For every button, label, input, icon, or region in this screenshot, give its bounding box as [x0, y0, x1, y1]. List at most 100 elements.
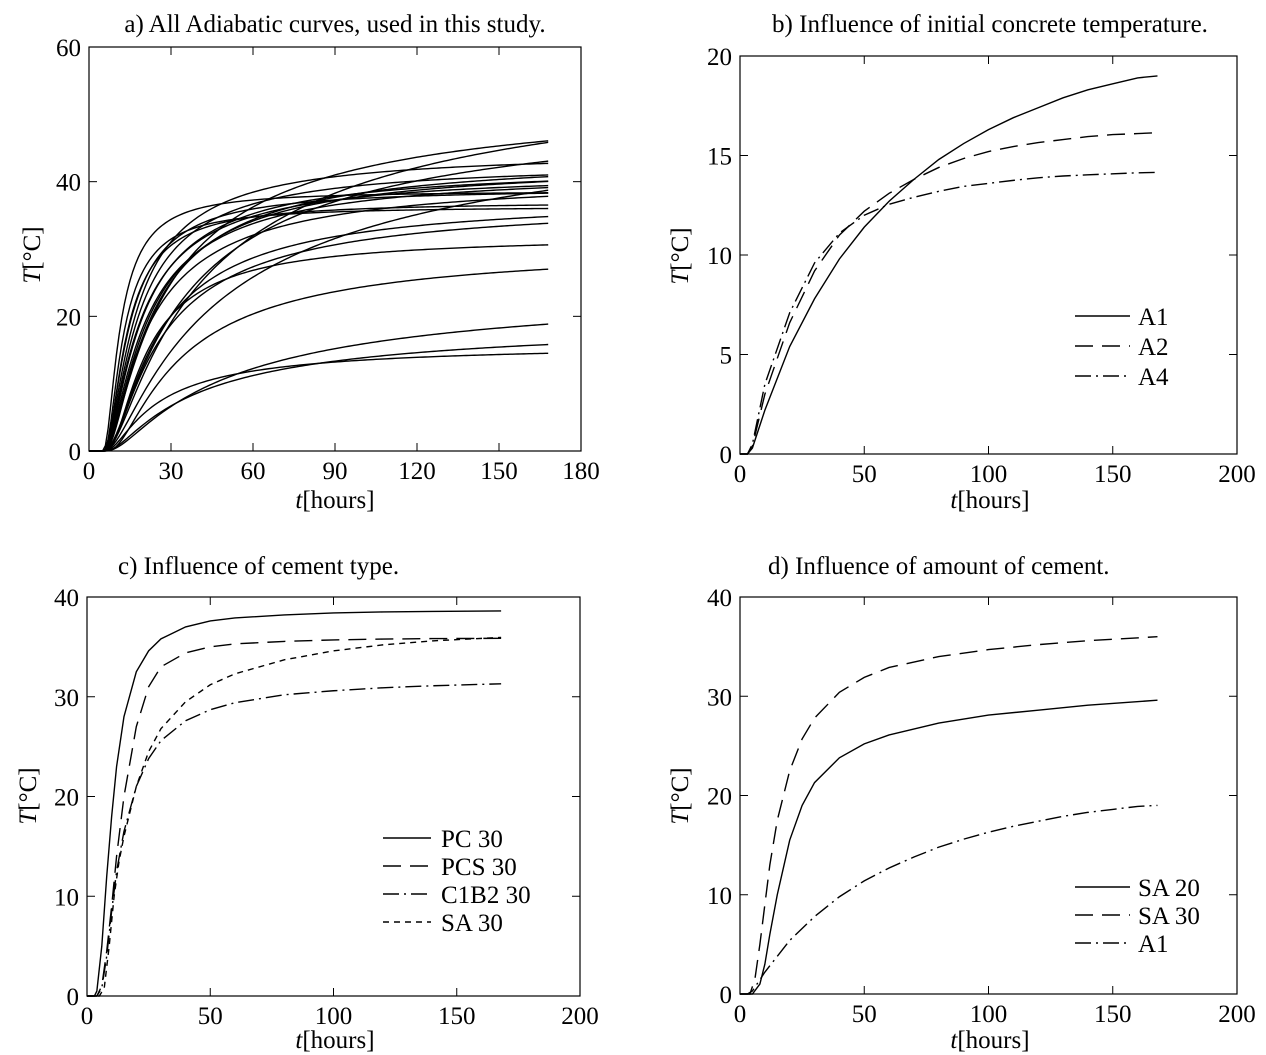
y-tick-label: 10	[54, 884, 79, 911]
panel-d-xlabel: t[hours]	[950, 1027, 1029, 1054]
x-tick-label: 180	[562, 458, 600, 485]
series-line-a2	[740, 131, 1158, 455]
y-tick-label: 20	[707, 44, 732, 71]
x-tick-label: 150	[480, 458, 518, 485]
series-line-sa-20	[740, 699, 1158, 995]
x-tick-label: 150	[1094, 461, 1132, 488]
panel-d: d) Influence of amount of cement. t[hour…	[667, 553, 1256, 1054]
x-tick-label: 30	[159, 458, 184, 485]
legend-label: A1	[1138, 931, 1169, 958]
y-tick-label: 0	[69, 439, 82, 466]
panel-c-ylabel: T[°C]	[15, 767, 42, 824]
adiabatic-curve-16	[89, 207, 549, 452]
y-tick-label: 20	[54, 785, 79, 812]
y-tick-label: 15	[707, 144, 732, 171]
x-tick-label: 0	[83, 458, 96, 485]
x-tick-label: 100	[970, 1001, 1008, 1028]
legend-label: A1	[1138, 304, 1169, 331]
series-line-sa-30	[740, 636, 1158, 995]
legend-label: PCS 30	[441, 854, 517, 881]
y-tick-label: 30	[707, 684, 732, 711]
y-tick-label: 40	[707, 585, 732, 612]
x-tick-label: 0	[734, 461, 747, 488]
panel-b: b) Influence of initial concrete tempera…	[667, 11, 1256, 514]
panel-c: c) Influence of cement type. t[hours] T[…	[15, 553, 599, 1054]
panel-a-xlabel: t[hours]	[295, 487, 374, 514]
legend-label: A4	[1138, 364, 1169, 391]
plot-frame	[88, 46, 582, 452]
adiabatic-curve-14	[89, 192, 549, 452]
panel-c-title: c) Influence of cement type.	[118, 553, 399, 580]
x-tick-label: 0	[81, 1003, 94, 1030]
x-tick-label: 200	[1218, 1001, 1256, 1028]
x-tick-label: 150	[438, 1003, 476, 1030]
panel-a: a) All Adiabatic curves, used in this st…	[19, 11, 600, 514]
x-tick-label: 200	[1218, 461, 1256, 488]
adiabatic-curve-4	[89, 189, 549, 452]
adiabatic-curve-10	[89, 186, 549, 452]
panel-d-title: d) Influence of amount of cement.	[768, 553, 1110, 580]
adiabatic-curve-21	[89, 323, 549, 452]
x-tick-label: 90	[323, 458, 348, 485]
adiabatic-curve-11	[89, 184, 549, 452]
panel-d-ylabel: T[°C]	[667, 767, 694, 824]
x-tick-label: 50	[852, 461, 877, 488]
series-line-a1	[740, 804, 1158, 995]
x-tick-label: 50	[198, 1003, 223, 1030]
plot-frame	[86, 596, 581, 997]
adiabatic-curve-13	[89, 192, 549, 452]
y-tick-label: 5	[720, 343, 733, 370]
panel-b-xlabel: t[hours]	[950, 487, 1029, 514]
adiabatic-curve-9	[89, 180, 549, 452]
legend-label: SA 20	[1138, 875, 1200, 902]
legend-label: C1B2 30	[441, 882, 531, 909]
y-tick-label: 30	[54, 685, 79, 712]
panel-a-ylabel: T[°C]	[19, 226, 46, 283]
y-tick-label: 0	[67, 984, 80, 1011]
x-tick-label: 200	[561, 1003, 599, 1030]
plot-frame	[739, 55, 1238, 455]
legend-label: A2	[1138, 334, 1169, 361]
panel-c-xlabel: t[hours]	[295, 1027, 374, 1054]
panel-b-title: b) Influence of initial concrete tempera…	[772, 11, 1208, 38]
x-tick-label: 0	[734, 1001, 747, 1028]
adiabatic-curve-15	[89, 204, 549, 452]
y-tick-label: 20	[707, 784, 732, 811]
series-line-pc-30	[87, 610, 502, 997]
adiabatic-curve-8	[89, 180, 549, 452]
panel-b-ylabel: T[°C]	[667, 227, 694, 284]
y-tick-label: 60	[56, 35, 81, 62]
legend-label: SA 30	[1138, 903, 1200, 930]
series-line-a1	[740, 75, 1158, 455]
y-tick-label: 10	[707, 883, 732, 910]
adiabatic-curve-22	[89, 343, 549, 452]
x-tick-label: 120	[398, 458, 436, 485]
y-tick-label: 10	[707, 243, 732, 270]
adiabatic-curve-18	[89, 222, 549, 452]
x-tick-label: 60	[241, 458, 266, 485]
adiabatic-curve-19	[89, 244, 549, 452]
adiabatic-curve-2	[89, 140, 549, 452]
adiabatic-curve-12	[89, 195, 549, 452]
legend-label: PC 30	[441, 826, 503, 853]
series-line-pcs-30	[87, 637, 502, 997]
x-tick-label: 100	[315, 1003, 353, 1030]
x-tick-label: 100	[970, 461, 1008, 488]
adiabatic-curve-23	[89, 352, 549, 452]
adiabatic-curve-17	[89, 215, 549, 452]
series-line-a4	[740, 171, 1158, 455]
x-tick-label: 50	[852, 1001, 877, 1028]
legend: A1 A2 A4	[1075, 304, 1169, 391]
y-tick-label: 0	[720, 442, 733, 469]
adiabatic-curve-20	[89, 268, 549, 452]
series-line-sa-30	[87, 636, 502, 997]
y-tick-label: 20	[56, 304, 81, 331]
x-tick-label: 150	[1094, 1001, 1132, 1028]
y-tick-label: 40	[54, 585, 79, 612]
panel-a-title: a) All Adiabatic curves, used in this st…	[124, 11, 545, 38]
series-line-c1b2-30	[87, 683, 502, 997]
y-tick-label: 0	[720, 982, 733, 1009]
